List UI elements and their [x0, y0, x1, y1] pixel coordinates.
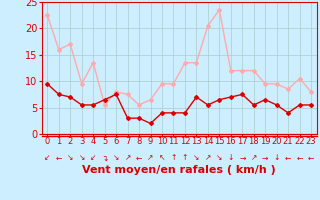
Text: →: →: [239, 153, 245, 162]
Text: ←: ←: [56, 153, 62, 162]
Text: ←: ←: [136, 153, 142, 162]
Text: ↗: ↗: [205, 153, 211, 162]
Text: ↘: ↘: [193, 153, 200, 162]
Text: →: →: [262, 153, 268, 162]
Text: ↗: ↗: [147, 153, 154, 162]
Text: ←: ←: [285, 153, 291, 162]
Text: ↙: ↙: [44, 153, 51, 162]
Text: ↑: ↑: [182, 153, 188, 162]
Text: ↓: ↓: [228, 153, 234, 162]
Text: ↘: ↘: [78, 153, 85, 162]
Text: ↴: ↴: [101, 153, 108, 162]
Text: ↘: ↘: [113, 153, 119, 162]
Text: ↓: ↓: [274, 153, 280, 162]
Text: ←: ←: [308, 153, 314, 162]
Text: ↙: ↙: [90, 153, 96, 162]
Text: ↘: ↘: [216, 153, 222, 162]
X-axis label: Vent moyen/en rafales ( km/h ): Vent moyen/en rafales ( km/h ): [82, 165, 276, 175]
Text: ↘: ↘: [67, 153, 74, 162]
Text: ↗: ↗: [124, 153, 131, 162]
Text: ↑: ↑: [170, 153, 177, 162]
Text: ↗: ↗: [251, 153, 257, 162]
Text: ↖: ↖: [159, 153, 165, 162]
Text: ←: ←: [296, 153, 303, 162]
